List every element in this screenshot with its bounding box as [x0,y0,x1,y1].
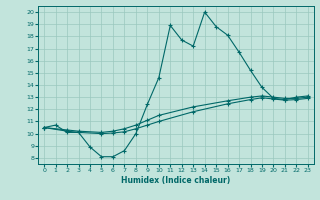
X-axis label: Humidex (Indice chaleur): Humidex (Indice chaleur) [121,176,231,185]
